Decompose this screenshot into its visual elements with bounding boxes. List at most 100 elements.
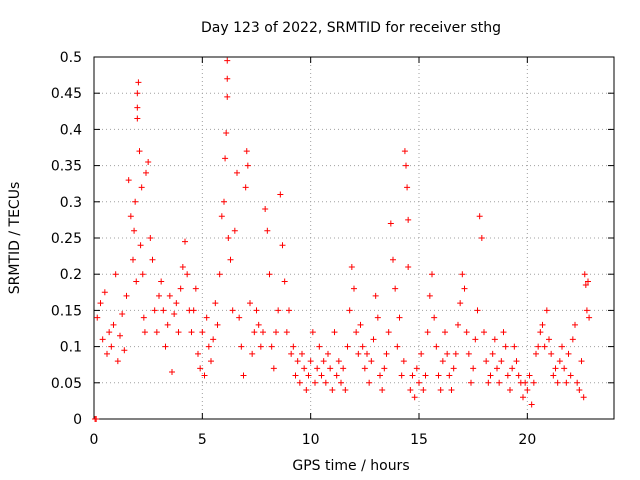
x-tick-label: 0 bbox=[90, 432, 99, 448]
data-point bbox=[104, 350, 110, 357]
data-point bbox=[223, 130, 230, 137]
data-point bbox=[158, 278, 165, 285]
data-point bbox=[125, 177, 132, 184]
data-points bbox=[92, 57, 593, 422]
data-point bbox=[331, 329, 338, 336]
data-point bbox=[520, 394, 526, 401]
data-point bbox=[94, 314, 101, 321]
data-point bbox=[498, 358, 505, 365]
y-tick-label: 0.1 bbox=[60, 340, 82, 356]
data-point bbox=[242, 184, 249, 191]
data-point bbox=[387, 220, 394, 227]
data-point bbox=[348, 263, 355, 270]
data-point bbox=[502, 343, 509, 350]
data-point bbox=[546, 336, 552, 343]
data-point bbox=[216, 271, 223, 278]
data-point bbox=[381, 365, 388, 372]
data-point bbox=[294, 358, 301, 365]
data-point bbox=[117, 332, 123, 339]
data-point bbox=[132, 198, 139, 205]
data-point bbox=[364, 350, 370, 357]
data-point bbox=[218, 213, 225, 220]
data-point bbox=[366, 379, 373, 386]
data-point bbox=[574, 379, 581, 386]
data-point bbox=[188, 329, 195, 336]
data-point bbox=[342, 387, 349, 394]
data-point bbox=[277, 191, 284, 198]
data-point bbox=[101, 289, 108, 296]
data-point bbox=[481, 329, 487, 336]
data-point bbox=[377, 372, 383, 379]
data-point bbox=[405, 216, 412, 223]
data-point bbox=[351, 285, 357, 292]
data-point bbox=[325, 350, 331, 357]
data-point bbox=[262, 206, 269, 213]
data-point bbox=[266, 271, 273, 278]
grid-lines bbox=[94, 57, 614, 419]
data-point bbox=[576, 387, 583, 394]
data-point bbox=[476, 213, 483, 220]
x-tick-label: 5 bbox=[198, 432, 207, 448]
data-point bbox=[175, 329, 182, 336]
data-point bbox=[314, 365, 321, 372]
data-point bbox=[177, 285, 184, 292]
data-point bbox=[251, 329, 258, 336]
data-point bbox=[123, 292, 130, 299]
data-point bbox=[140, 314, 147, 321]
data-point bbox=[160, 307, 167, 314]
data-point bbox=[201, 372, 208, 379]
data-point bbox=[515, 372, 522, 379]
data-point bbox=[249, 350, 256, 357]
data-point bbox=[238, 343, 245, 350]
data-point bbox=[229, 307, 236, 314]
data-point bbox=[461, 285, 468, 292]
data-point bbox=[357, 321, 364, 328]
x-axis-label: GPS time / hours bbox=[292, 458, 409, 474]
data-point bbox=[210, 336, 217, 343]
data-point bbox=[184, 271, 191, 278]
data-point bbox=[253, 307, 260, 314]
data-point bbox=[236, 314, 243, 321]
data-point bbox=[296, 379, 303, 386]
data-point bbox=[221, 198, 227, 205]
data-point bbox=[504, 372, 511, 379]
data-point bbox=[195, 350, 201, 357]
data-point bbox=[485, 379, 492, 386]
data-point bbox=[318, 372, 325, 379]
data-point bbox=[539, 321, 546, 328]
data-point bbox=[93, 416, 100, 422]
data-point bbox=[224, 57, 231, 64]
data-point bbox=[537, 329, 544, 336]
data-point bbox=[108, 343, 115, 350]
data-point bbox=[407, 387, 414, 394]
data-point bbox=[491, 336, 498, 343]
y-tick-label: 0.3 bbox=[60, 195, 82, 211]
data-point bbox=[418, 350, 425, 357]
data-point bbox=[247, 300, 253, 307]
data-point bbox=[500, 329, 507, 336]
y-tick-label: 0.25 bbox=[51, 231, 82, 247]
data-point bbox=[463, 329, 470, 336]
data-point bbox=[199, 329, 206, 336]
data-point bbox=[119, 311, 126, 318]
data-point bbox=[281, 278, 288, 285]
x-tick-label: 10 bbox=[302, 432, 320, 448]
data-point bbox=[260, 329, 266, 336]
data-point bbox=[346, 307, 353, 314]
data-point bbox=[270, 365, 277, 372]
data-point bbox=[470, 365, 477, 372]
data-point bbox=[110, 321, 117, 328]
data-point bbox=[214, 321, 221, 328]
data-point bbox=[283, 329, 290, 336]
data-point bbox=[552, 365, 559, 372]
data-point bbox=[487, 372, 494, 379]
data-point bbox=[379, 387, 386, 394]
data-point bbox=[231, 227, 238, 234]
data-point bbox=[301, 365, 308, 372]
data-point bbox=[582, 282, 589, 289]
data-point bbox=[309, 329, 316, 336]
data-point bbox=[567, 372, 574, 379]
data-point bbox=[442, 329, 448, 336]
x-tick-label: 20 bbox=[518, 432, 536, 448]
